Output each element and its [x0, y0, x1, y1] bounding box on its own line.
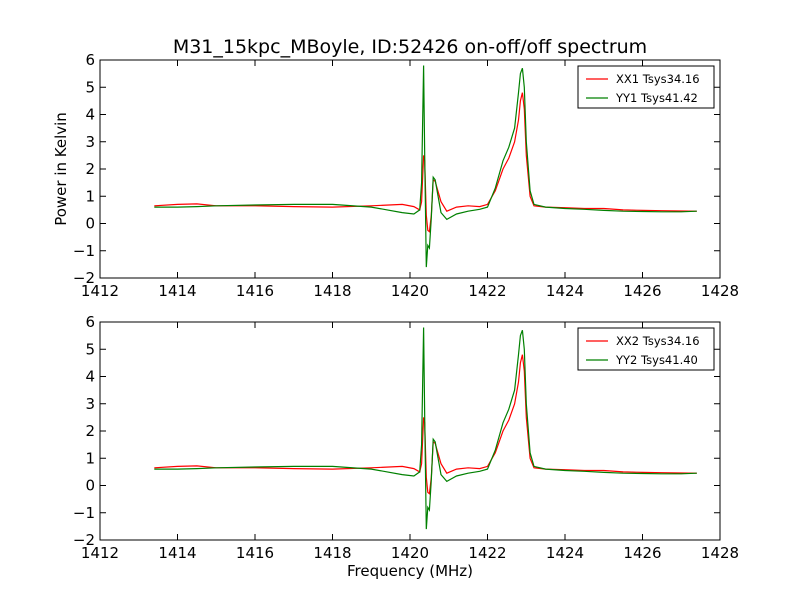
top-panel: 1412 1414 1416 1418 1420 1422 1424 1426 1428−2−1… — [73, 51, 739, 300]
legend-label-2: YY2 Tsys41.40 — [615, 353, 698, 367]
x-tick-label: 1426 — [623, 544, 661, 562]
y-tick-label: −1 — [73, 504, 95, 522]
legend-label-1: XX1 Tsys34.16 — [616, 72, 700, 86]
x-axis-label: Frequency (MHz) — [347, 562, 473, 580]
y-tick-label: 1 — [85, 449, 95, 467]
legend: XX1 Tsys34.16 YY1 Tsys41.42 — [577, 65, 715, 109]
x-tick-label: 1420 — [391, 282, 429, 300]
y-tick-label: 6 — [85, 313, 95, 331]
x-tick-label: 1416 — [236, 282, 274, 300]
y-tick-label: 2 — [85, 422, 95, 440]
x-tick-label: 1418 — [313, 544, 351, 562]
y-tick-label: 4 — [85, 368, 95, 386]
figure-title: M31_15kpc_MBoyle, ID:52426 on-off/off sp… — [173, 36, 647, 58]
x-tick-label: 1428 — [701, 282, 739, 300]
y-tick-label: 3 — [85, 395, 95, 413]
y-tick-label: 5 — [85, 78, 95, 96]
legend-box — [577, 65, 715, 109]
x-tick-label: 1422 — [468, 544, 506, 562]
y-tick-label: 4 — [85, 106, 95, 124]
y-tick-label: 5 — [85, 340, 95, 358]
y-tick-label: −1 — [73, 242, 95, 260]
series-line-2 — [154, 65, 697, 268]
x-tick-label: 1416 — [236, 544, 274, 562]
y-tick-label: 3 — [85, 133, 95, 151]
x-tick-label: 1418 — [313, 282, 351, 300]
y-tick-label: −2 — [73, 531, 95, 549]
legend-box — [577, 327, 715, 371]
legend-label-1: XX2 Tsys34.16 — [616, 334, 700, 348]
bottom-panel: 1412 1414 1416 1418 1420 1422 1424 1426 1428−2−1… — [73, 313, 739, 562]
x-tick-label: 1422 — [468, 282, 506, 300]
x-tick-label: 1414 — [158, 282, 196, 300]
x-tick-label: 1412 — [81, 544, 119, 562]
legend-label-2: YY1 Tsys41.42 — [615, 91, 698, 105]
x-tick-label: 1426 — [623, 282, 661, 300]
x-tick-label: 1420 — [391, 544, 429, 562]
x-tick-label: 1428 — [701, 544, 739, 562]
y-tick-label: 0 — [85, 477, 95, 495]
y-tick-label: 0 — [85, 215, 95, 233]
x-tick-label: 1424 — [546, 544, 584, 562]
y-axis-label: Power in Kelvin — [52, 112, 70, 226]
y-tick-label: −2 — [73, 269, 95, 287]
x-tick-label: 1424 — [546, 282, 584, 300]
series-line-2 — [154, 327, 697, 530]
y-tick-label: 2 — [85, 160, 95, 178]
y-tick-label: 6 — [85, 51, 95, 69]
x-tick-label: 1414 — [158, 544, 196, 562]
x-tick-label: 1412 — [81, 282, 119, 300]
legend: XX2 Tsys34.16 YY2 Tsys41.40 — [577, 327, 715, 371]
y-tick-label: 1 — [85, 187, 95, 205]
